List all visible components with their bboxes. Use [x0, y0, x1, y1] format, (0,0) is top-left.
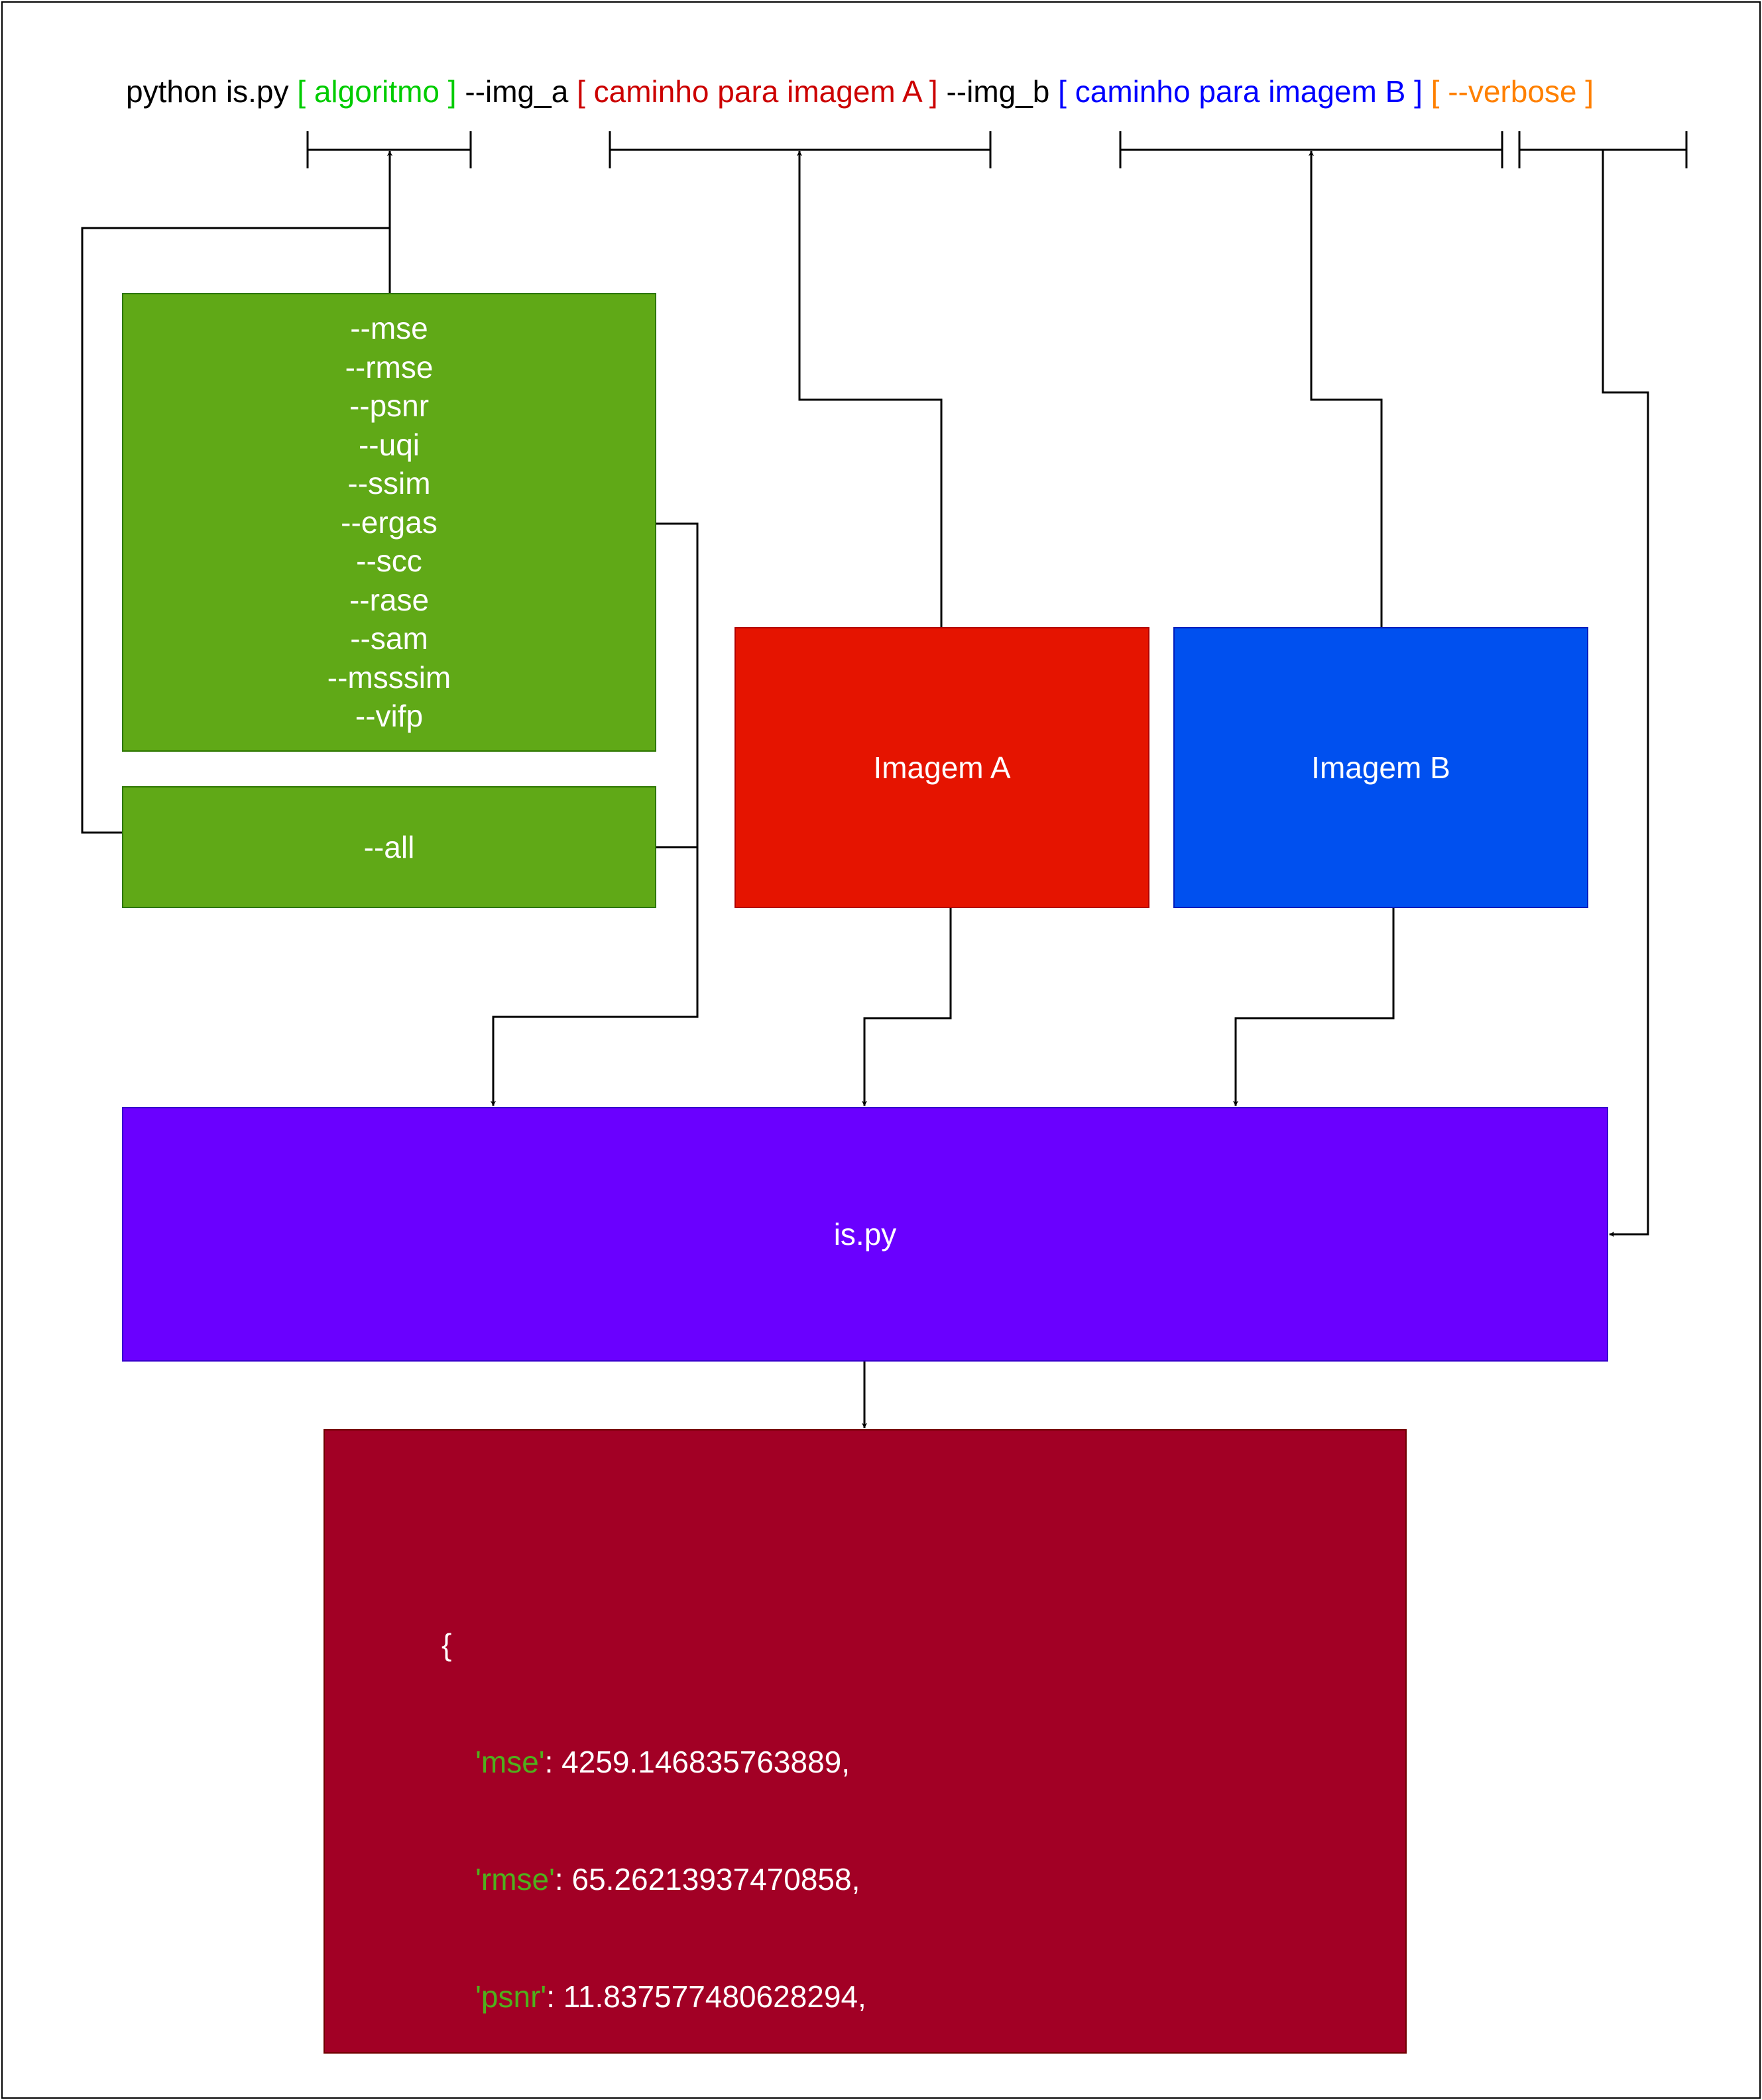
algo-option-psnr: --psnr — [349, 388, 430, 424]
algos-to-script-arrow — [491, 522, 699, 1106]
output-open-brace: { — [441, 1627, 452, 1662]
output-entry: 'uqi': 0.7730540870063439, — [441, 2095, 1187, 2100]
output-key: 'rmse' — [475, 1862, 555, 1896]
output-key: 'mse' — [475, 1745, 545, 1779]
image-b-box: Imagem B — [1173, 627, 1588, 908]
script-box: is.py — [122, 1107, 1608, 1362]
output-entry: 'psnr': 11.837577480628294, — [441, 1977, 1187, 2016]
output-value: : 11.837577480628294, — [546, 1979, 866, 2014]
algo-option-uqi: --uqi — [358, 427, 420, 462]
algo-option-scc: --scc — [356, 544, 422, 579]
output-box: { 'mse': 4259.146835763889, 'rmse': 65.2… — [323, 1429, 1407, 2100]
cmd-verbose-arg: [ --verbose ] — [1431, 74, 1594, 109]
algo-option-ergas: --ergas — [341, 504, 438, 540]
cmd-prefix: python is.py — [126, 74, 298, 109]
output-entry: 'rmse': 65.26213937470858, — [441, 1860, 1187, 1899]
cmd-space — [1423, 74, 1431, 109]
cmd-algorithm-arg: [ algoritmo ] — [297, 74, 457, 109]
script-label: is.py — [833, 1217, 897, 1252]
output-key: 'uqi' — [475, 2097, 528, 2100]
algo-option-mse: --mse — [350, 311, 428, 346]
image-a-to-bracket-arrow — [797, 150, 943, 627]
verbose-to-script-arrow — [1602, 150, 1649, 1237]
output-entry: 'mse': 4259.146835763889, — [441, 1743, 1187, 1782]
image-b-label: Imagem B — [1311, 750, 1450, 785]
image-b-to-bracket-arrow — [1309, 150, 1383, 627]
command-line: python is.py [ algoritmo ] --img_a [ cam… — [126, 70, 1594, 113]
cmd-img-b-flag: --img_b — [937, 74, 1059, 109]
cmd-img-a-arg: [ caminho para imagem A ] — [577, 74, 938, 109]
image-b-to-script-arrow — [1233, 908, 1395, 1106]
img-a-bracket — [609, 131, 992, 168]
algorithms-box: --mse --rmse --psnr --uqi --ssim --ergas… — [122, 293, 656, 752]
algo-option-sam: --sam — [350, 621, 428, 656]
all-to-bracket-line — [81, 227, 390, 834]
algo-option-msssim: --msssim — [327, 660, 451, 695]
algo-option-ssim: --ssim — [347, 466, 431, 501]
cmd-img-a-flag: --img_a — [456, 74, 577, 109]
output-value: : 4259.146835763889, — [544, 1745, 851, 1779]
algo-bracket — [306, 131, 472, 168]
output-value: : 0.7730540870063439, — [528, 2097, 850, 2100]
algo-option-vifp: --vifp — [355, 699, 424, 734]
algo-option-rmse: --rmse — [345, 349, 434, 384]
output-key: 'psnr' — [475, 1979, 547, 2014]
all-option-label: --all — [363, 830, 415, 864]
cmd-img-b-arg: [ caminho para imagem B ] — [1058, 74, 1423, 109]
img-b-bracket — [1119, 131, 1503, 168]
image-a-box: Imagem A — [734, 627, 1149, 908]
output-value: : 65.26213937470858, — [554, 1862, 860, 1896]
algo-option-rase: --rase — [349, 582, 430, 617]
all-option-box: --all — [122, 786, 656, 908]
output-json: { 'mse': 4259.146835763889, 'rmse': 65.2… — [441, 1547, 1187, 2100]
image-a-label: Imagem A — [873, 750, 1011, 785]
image-a-to-script-arrow — [862, 908, 952, 1106]
